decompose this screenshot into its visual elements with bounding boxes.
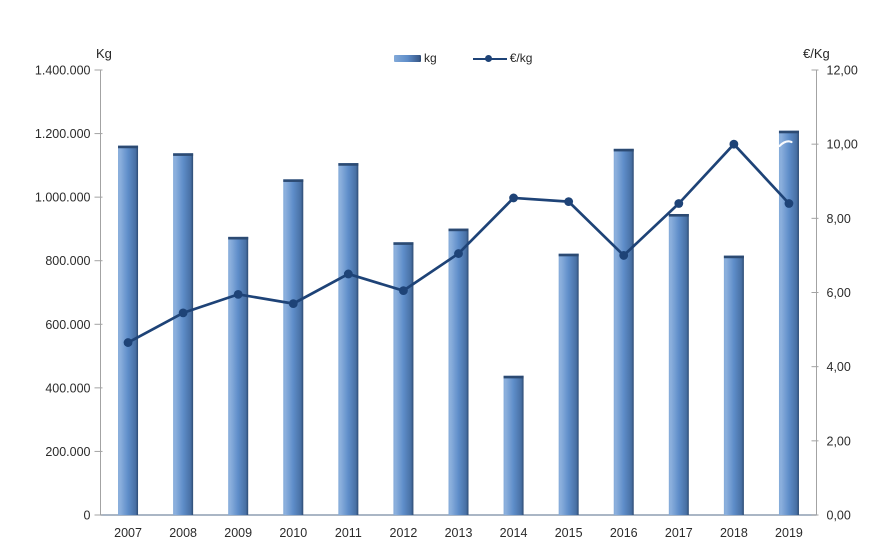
right-axis-tick-label: 12,00 (827, 64, 858, 78)
bar-top-cap-2018 (723, 255, 744, 259)
legend: kg €/kg (394, 51, 532, 65)
bar-top-cap-2016 (613, 148, 634, 152)
bar-2010 (283, 179, 304, 516)
bar-2008 (173, 153, 194, 515)
legend-label-eur-kg: €/kg (509, 51, 533, 65)
x-axis-label-2009: 2009 (224, 526, 252, 540)
bar-top-cap-2019 (778, 130, 799, 134)
right-axis-tick-label: 6,00 (827, 286, 851, 300)
x-axis-label-2013: 2013 (445, 526, 473, 540)
legend-item-kg: kg (394, 51, 437, 65)
bar-2012 (393, 242, 414, 515)
x-axis-label-2008: 2008 (169, 526, 197, 540)
bar-2016 (613, 148, 634, 516)
point-2014 (509, 193, 518, 203)
left-axis-tick-label: 0 (84, 509, 91, 523)
bar-series-swatch-icon (394, 54, 421, 62)
point-2012 (399, 286, 408, 296)
right-axis-tick-label: 2,00 (827, 434, 851, 448)
x-axis-label-2007: 2007 (114, 526, 142, 540)
bar-top-cap-2007 (118, 145, 139, 149)
x-axis-label-2017: 2017 (665, 526, 693, 540)
left-axis-tick-label: 800.000 (45, 254, 90, 268)
point-2016 (619, 251, 629, 260)
bar-top-cap-2008 (173, 153, 194, 156)
right-axis-tick-label: 4,00 (827, 360, 851, 374)
x-axis-label-2016: 2016 (610, 526, 638, 540)
bar-top-cap-2010 (283, 179, 304, 182)
left-axis-tick-label: 400.000 (45, 381, 90, 395)
bar-2019 (778, 130, 799, 516)
left-axis-tick-label: 1.400.000 (35, 64, 91, 78)
x-axis-label-2019: 2019 (775, 526, 803, 540)
bar-top-cap-2015 (558, 253, 579, 257)
left-axis-tick-label: 200.000 (45, 445, 90, 459)
x-axis-label-2012: 2012 (390, 526, 418, 540)
bar-2018 (723, 255, 744, 515)
bar-top-cap-2017 (668, 213, 689, 217)
bar-top-cap-2013 (448, 228, 469, 232)
line-series-swatch-icon (472, 54, 507, 63)
x-axis-label-2014: 2014 (500, 526, 528, 540)
left-axis-tick-label: 1.000.000 (35, 191, 91, 205)
highlight-mark (778, 140, 793, 148)
bar-2009 (228, 236, 249, 515)
bar-2007 (118, 145, 139, 515)
point-2008 (178, 308, 188, 318)
left-axis-tick-label: 1.200.000 (35, 127, 91, 141)
bar-top-cap-2011 (338, 163, 359, 166)
legend-label-kg: kg (424, 51, 437, 65)
bar-2017 (668, 213, 689, 515)
bar-top-cap-2012 (393, 242, 414, 245)
bar-top-cap-2009 (228, 236, 249, 240)
bar-2015 (558, 253, 579, 515)
point-2015 (564, 197, 574, 207)
left-axis-title: Kg (96, 46, 112, 61)
point-2018 (729, 139, 739, 149)
right-axis-tick-label: 8,00 (827, 212, 851, 226)
x-axis-label-2010: 2010 (279, 526, 307, 540)
right-axis-tick-label: 0,00 (827, 509, 851, 523)
x-axis-label-2011: 2011 (335, 526, 362, 540)
bar-2011 (338, 163, 359, 515)
bar-2014 (503, 375, 524, 515)
x-axis-label-2015: 2015 (555, 526, 583, 540)
bar-2013 (448, 228, 469, 515)
point-2017 (674, 199, 684, 208)
right-axis-tick-label: 10,00 (827, 138, 858, 152)
bar-top-cap-2014 (503, 375, 524, 379)
x-axis-label-2018: 2018 (720, 526, 748, 540)
legend-item-eur-kg: €/kg (472, 51, 533, 65)
point-2010 (288, 299, 298, 309)
point-2007 (123, 338, 133, 347)
point-2009 (233, 289, 243, 299)
point-2011 (343, 269, 353, 279)
left-axis-tick-label: 600.000 (45, 318, 90, 332)
point-2013 (454, 249, 463, 258)
point-2019 (784, 199, 794, 208)
right-axis-title: €/Kg (803, 46, 830, 61)
